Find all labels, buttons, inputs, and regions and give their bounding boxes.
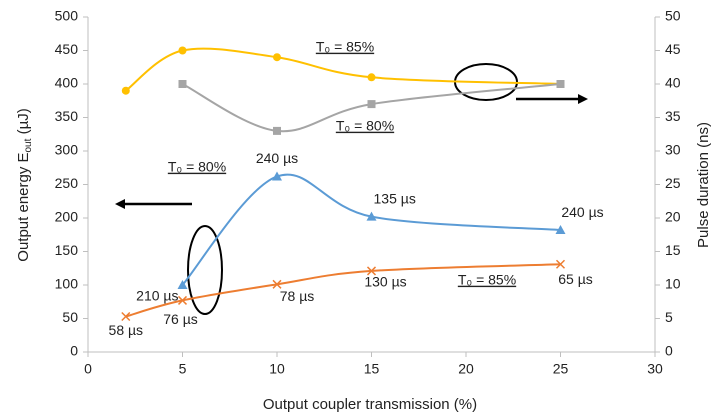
y-tick-label: 450 [55, 41, 79, 57]
y-tick-label: 150 [55, 242, 79, 258]
y-label-sub: out [23, 138, 34, 152]
annotation: T₀ = 80% [168, 159, 226, 175]
marker [366, 211, 377, 221]
marker [366, 266, 377, 276]
marker [177, 295, 188, 305]
y-tick-label: 250 [55, 175, 79, 191]
point-label: 76 µs [163, 311, 198, 327]
annotation: T₀ = 85% [458, 272, 516, 288]
point-label: 240 µs [561, 204, 603, 220]
marker [272, 171, 282, 181]
x-tick-label: 0 [84, 361, 92, 377]
point-label: 58 µs [109, 322, 144, 338]
y2-tick-label: 30 [665, 142, 681, 158]
marker [121, 311, 131, 322]
y-axis-label: Output energy Eout (µJ) [15, 108, 34, 261]
series-line [182, 83, 561, 133]
y-tick-label: 300 [55, 142, 79, 158]
marker [556, 80, 565, 88]
marker [273, 126, 281, 135]
marker [178, 80, 187, 88]
y-tick-label: 100 [55, 276, 79, 292]
marker [178, 46, 187, 55]
point-label: 135 µs [374, 190, 416, 206]
marker [555, 259, 566, 269]
y2-axis-label: Pulse duration (ns) [695, 122, 712, 248]
y2-tick-label: 15 [665, 242, 681, 258]
y-label-end: (µJ) [15, 108, 32, 138]
arrow-head [115, 199, 125, 209]
annotation: T₀ = 80% [336, 118, 394, 134]
point-label: 130 µs [364, 274, 406, 290]
y2-tick-label: 20 [665, 209, 681, 225]
y2-tick-label: 50 [665, 8, 681, 24]
y2-tick-label: 40 [665, 75, 681, 91]
x-tick-label: 25 [553, 361, 569, 377]
point-label: 65 µs [558, 271, 593, 287]
annotation: T₀ = 85% [316, 39, 374, 55]
y-tick-label: 0 [70, 343, 78, 359]
point-label: 78 µs [280, 288, 315, 304]
marker [367, 100, 376, 109]
y2-tick-label: 5 [665, 309, 673, 325]
y2-tick-label: 45 [665, 41, 681, 57]
y2-tick-label: 35 [665, 108, 681, 124]
y-tick-label: 350 [55, 108, 79, 124]
marker [273, 53, 281, 62]
x-tick-label: 10 [269, 361, 285, 377]
marker [177, 280, 188, 289]
point-label: 210 µs [136, 288, 178, 304]
x-tick-label: 20 [458, 361, 474, 377]
x-axis-label: Output coupler transmission (%) [263, 396, 477, 413]
y-tick-label: 50 [62, 309, 78, 325]
point-label: 240 µs [256, 150, 298, 166]
y2-tick-label: 25 [665, 175, 681, 191]
y-tick-label: 500 [55, 8, 79, 24]
series-line [125, 47, 561, 92]
x-tick-label: 30 [647, 361, 663, 377]
marker [121, 86, 130, 95]
y-label-main: Output energy E [15, 152, 32, 261]
series-line [181, 173, 561, 286]
marker [272, 279, 282, 289]
y2-tick-label: 10 [665, 276, 681, 292]
marker [555, 225, 566, 235]
y2-tick-label: 0 [665, 343, 673, 359]
x-tick-label: 15 [364, 361, 380, 377]
ellipse [187, 225, 223, 315]
arrow-head [578, 94, 588, 104]
marker [367, 73, 376, 82]
y-tick-label: 200 [55, 209, 79, 225]
y-tick-label: 400 [55, 75, 79, 91]
series-line [125, 263, 561, 318]
x-tick-label: 5 [179, 361, 187, 377]
